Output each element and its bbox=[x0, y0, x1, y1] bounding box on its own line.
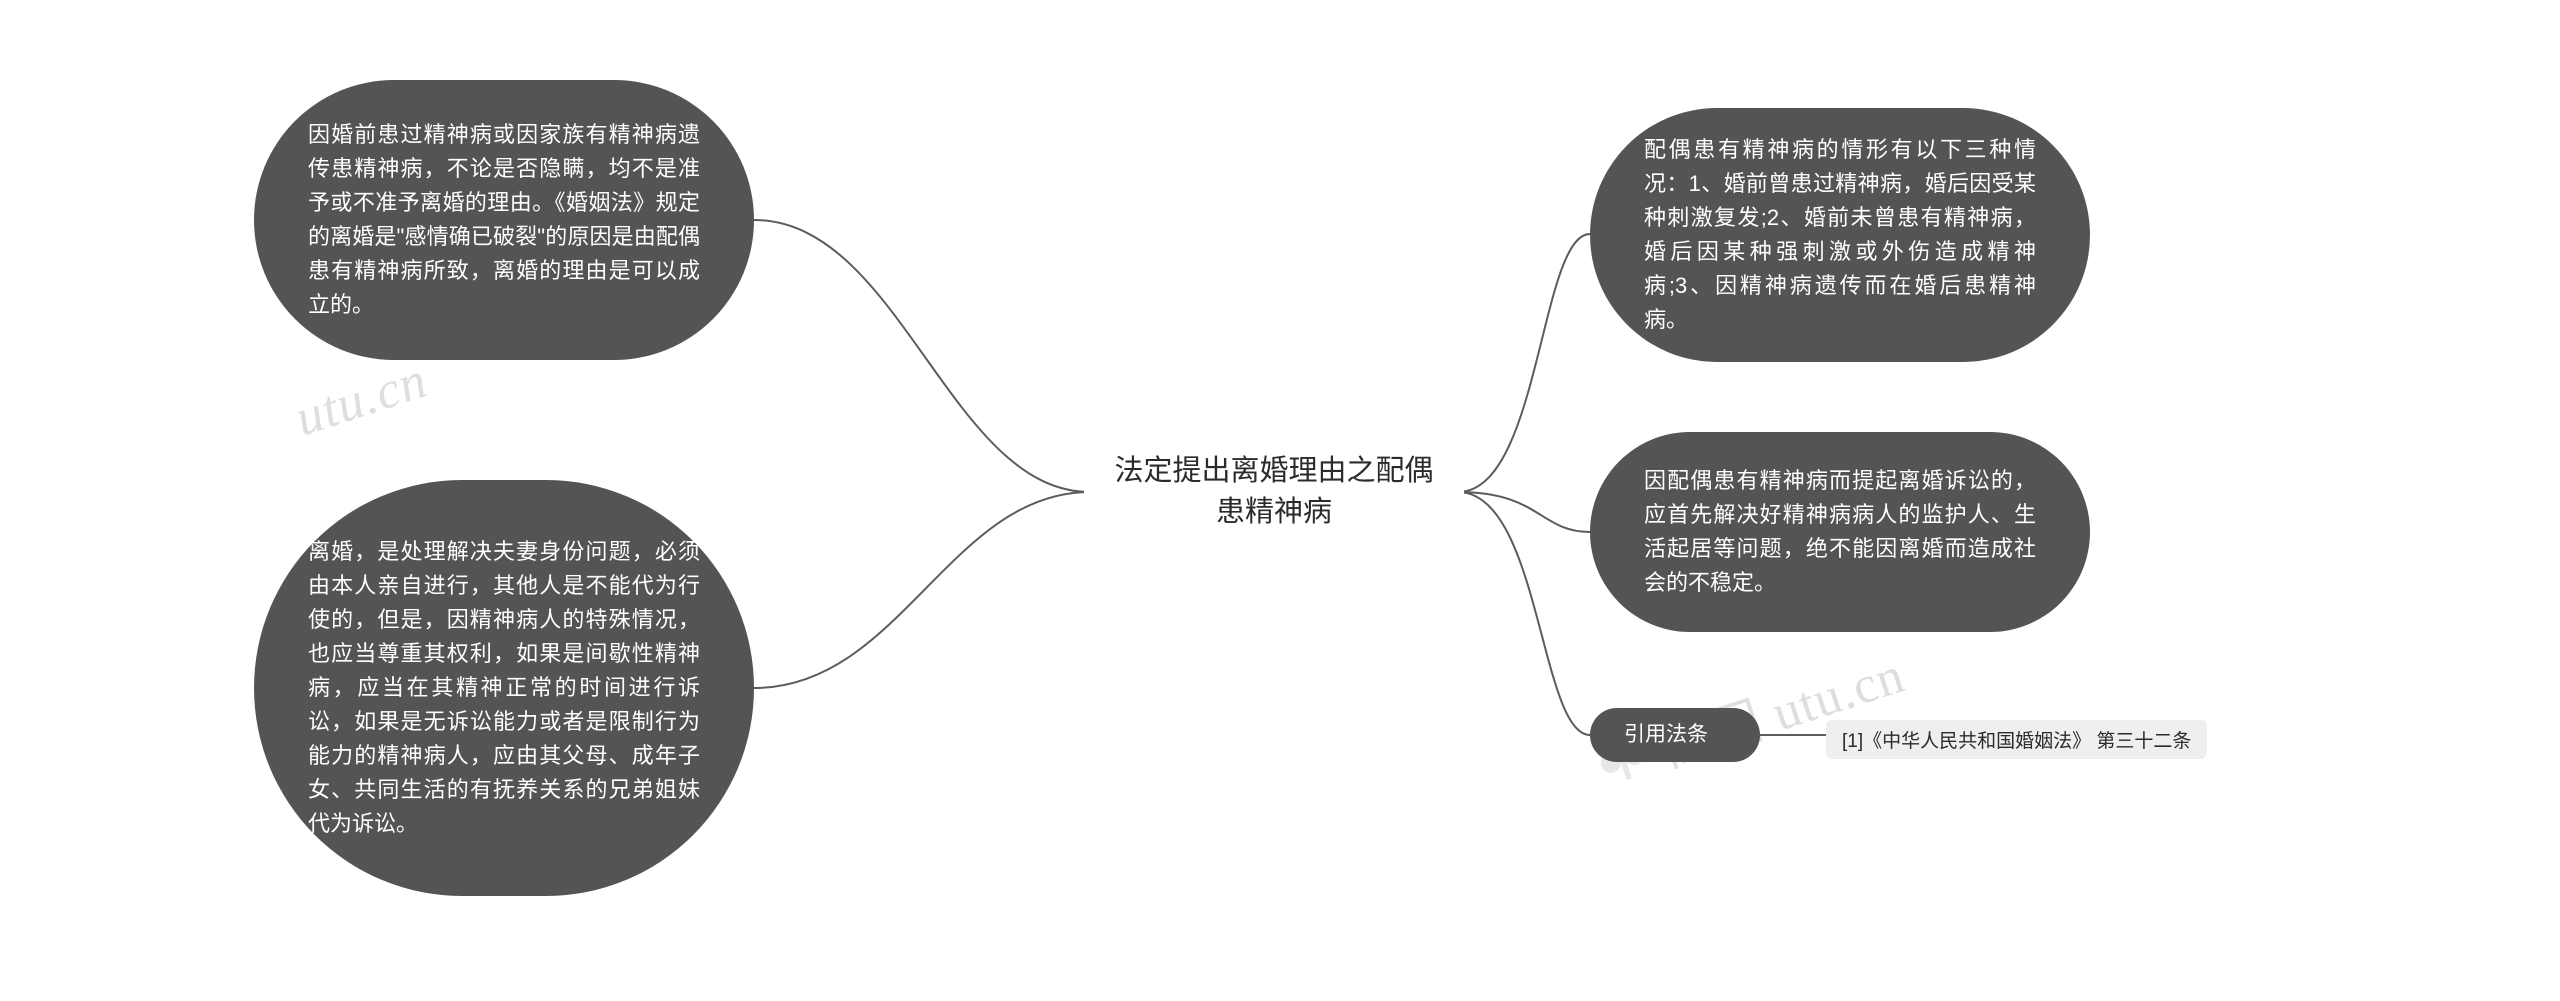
node-right-3[interactable]: 引用法条 bbox=[1590, 708, 1760, 762]
node-left-1[interactable]: 因婚前患过精神病或因家族有精神病遗传患精神病，不论是否隐瞒，均不是准予或不准予离… bbox=[254, 80, 754, 360]
central-text: 法定提出离婚理由之配偶 患精神病 bbox=[1114, 451, 1433, 532]
mindmap-canvas: utu.cn 树图 utu.cn 法定提出离婚理由之配偶 患精神病 因婚前患过精… bbox=[0, 0, 2560, 1001]
node-left-2[interactable]: 离婚，是处理解决夫妻身份问题，必须由本人亲自进行，其他人是不能代为行使的，但是，… bbox=[254, 480, 754, 896]
central-node[interactable]: 法定提出离婚理由之配偶 患精神病 bbox=[1084, 440, 1464, 544]
node-right-3-text: 引用法条 bbox=[1624, 719, 1708, 752]
node-left-2-text: 离婚，是处理解决夫妻身份问题，必须由本人亲自进行，其他人是不能代为行使的，但是，… bbox=[308, 535, 700, 842]
node-right-2-text: 因配偶患有精神病而提起离婚诉讼的，应首先解决好精神病病人的监护人、生活起居等问题… bbox=[1644, 464, 2036, 600]
connector-right1 bbox=[1458, 234, 1590, 492]
leaf-citation[interactable]: [1]《中华人民共和国婚姻法》 第三十二条 bbox=[1826, 720, 2207, 759]
node-left-1-text: 因婚前患过精神病或因家族有精神病遗传患精神病，不论是否隐瞒，均不是准予或不准予离… bbox=[308, 118, 700, 323]
connector-left2 bbox=[754, 492, 1090, 688]
node-right-2[interactable]: 因配偶患有精神病而提起离婚诉讼的，应首先解决好精神病病人的监护人、生活起居等问题… bbox=[1590, 432, 2090, 632]
watermark-1-text: utu.cn bbox=[288, 352, 434, 448]
watermark-1: utu.cn bbox=[288, 351, 434, 449]
leaf-citation-text: [1]《中华人民共和国婚姻法》 第三十二条 bbox=[1842, 731, 2191, 752]
node-right-1[interactable]: 配偶患有精神病的情形有以下三种情况：1、婚前曾患过精神病，婚后因受某种刺激复发;… bbox=[1590, 108, 2090, 362]
connector-right3 bbox=[1458, 492, 1590, 735]
node-right-1-text: 配偶患有精神病的情形有以下三种情况：1、婚前曾患过精神病，婚后因受某种刺激复发;… bbox=[1644, 133, 2036, 338]
connector-left1 bbox=[754, 220, 1090, 492]
connector-right2 bbox=[1458, 492, 1590, 532]
